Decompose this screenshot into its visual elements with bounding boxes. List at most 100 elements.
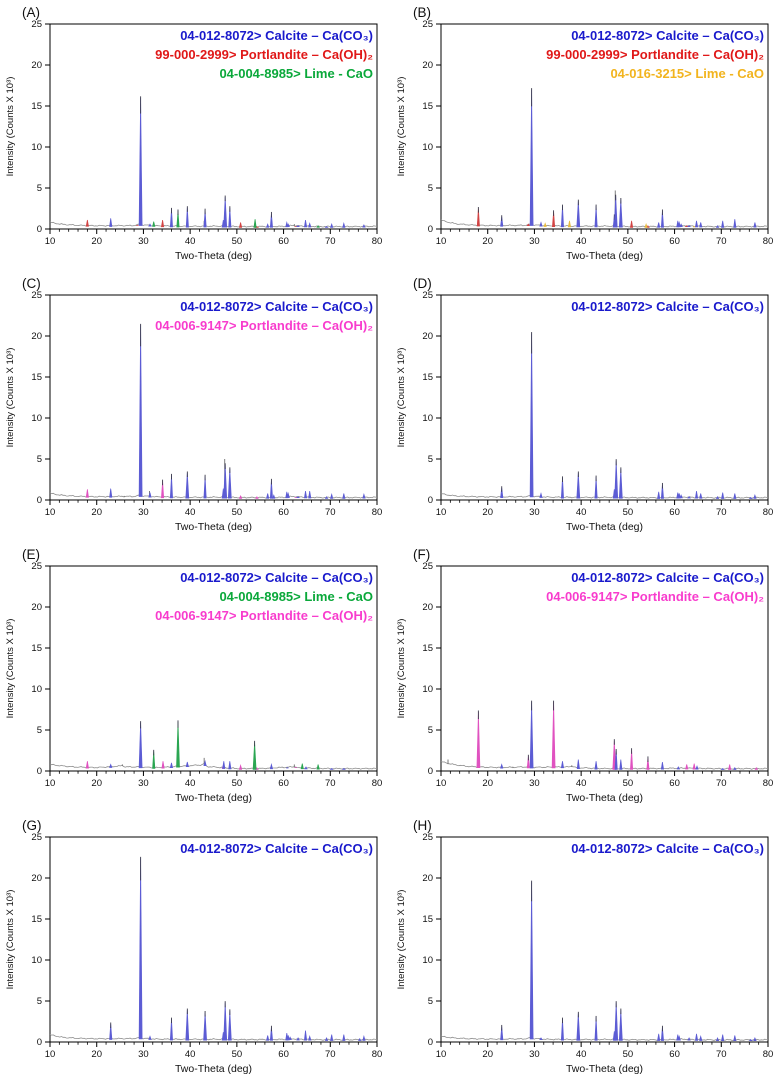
x-tick-label: 20: [482, 1049, 493, 1060]
y-tick-label: 15: [422, 372, 433, 383]
y-tick-label: 5: [37, 454, 42, 465]
peak: [109, 488, 113, 498]
legend-entry: 04-012-8072> Calcite – Ca(CO₃): [180, 299, 373, 314]
x-tick-label: 50: [623, 507, 634, 518]
y-tick-label: 25: [31, 561, 42, 572]
peak: [169, 1018, 173, 1041]
peak: [169, 475, 173, 499]
y-tick-label: 20: [422, 873, 433, 884]
peak: [185, 472, 190, 499]
peak: [308, 1035, 312, 1041]
peak: [253, 219, 257, 228]
x-tick-label: 20: [91, 236, 102, 247]
plot-border: [49, 836, 378, 1043]
x-tick-label: 20: [482, 507, 493, 518]
peak: [303, 219, 308, 228]
legend-entry: 04-012-8072> Calcite – Ca(CO₃): [571, 841, 764, 856]
peak: [203, 476, 207, 499]
peak: [252, 742, 257, 770]
peak: [169, 762, 174, 768]
xrd-chart: (E) 10 20 30 40 50 60 70 80 0 5 10 15 20 25 Two-Theta (…: [5, 547, 382, 804]
peak: [85, 219, 89, 227]
peak: [85, 761, 89, 769]
peak: [526, 223, 531, 226]
peak: [754, 767, 759, 770]
peak: [594, 761, 598, 770]
peak: [694, 220, 699, 228]
x-tick-label: 20: [91, 778, 102, 789]
peak-series-lime: [543, 220, 696, 228]
x-tick-label: 20: [482, 778, 493, 789]
peak: [85, 489, 89, 498]
y-tick-label: 0: [428, 224, 433, 235]
peak: [657, 1033, 661, 1041]
peak: [148, 492, 152, 498]
y-tick-label: 15: [422, 101, 433, 112]
peak: [529, 882, 534, 1040]
peak: [728, 764, 732, 770]
peak: [330, 1034, 334, 1041]
peak: [748, 1039, 753, 1041]
legend-entry: 04-012-8072> Calcite – Ca(CO₃): [571, 299, 764, 314]
legend-entry: 04-012-8072> Calcite – Ca(CO₃): [180, 570, 373, 585]
peak: [660, 761, 665, 770]
y-tick-label: 0: [37, 224, 42, 235]
peak-series-portlandite: [476, 700, 759, 770]
x-tick-label: 20: [91, 1049, 102, 1060]
x-tick-label: 60: [278, 1049, 289, 1060]
y-tick-label: 5: [428, 996, 433, 1007]
x-tick-label: 30: [529, 507, 540, 518]
y-tick-label: 20: [422, 602, 433, 613]
peak: [699, 222, 703, 228]
peak: [223, 464, 228, 499]
xrd-panel-f: (F) 10 20 30 40 50 60 70 80 0 5 10 15 20 25 Two-Theta (…: [391, 542, 783, 813]
peak: [255, 496, 259, 499]
peak: [303, 490, 308, 499]
peak-series-calcite: [500, 332, 757, 499]
peak: [324, 226, 329, 228]
plot-border: [49, 565, 378, 772]
x-tick-label: 70: [716, 507, 727, 518]
y-tick-label: 5: [37, 996, 42, 1007]
y-tick-label: 25: [422, 561, 433, 572]
peak: [330, 223, 334, 228]
peak: [629, 220, 634, 228]
x-tick-label: 60: [669, 507, 680, 518]
peak: [296, 1037, 300, 1041]
panel-label: (G): [22, 818, 42, 833]
legend-entry: 99-000-2999> Portlandite – Ca(OH)₂: [155, 47, 373, 62]
y-tick-label: 0: [37, 1037, 42, 1048]
legend-entry: 04-006-9147> Portlandite – Ca(OH)₂: [155, 608, 373, 623]
peak: [529, 702, 534, 769]
peak: [304, 1030, 308, 1041]
peak: [286, 492, 290, 499]
peak: [676, 766, 681, 770]
y-tick-label: 25: [31, 290, 42, 301]
y-axis-title: Intensity (Counts X 10³): [5, 619, 16, 719]
y-tick-label: 10: [31, 413, 42, 424]
peak: [614, 460, 619, 499]
y-axis-title: Intensity (Counts X 10³): [5, 348, 16, 448]
plot-border: [440, 836, 769, 1043]
y-tick-label: 15: [31, 372, 42, 383]
peak: [699, 493, 703, 499]
peak: [238, 495, 243, 499]
x-tick-label: 30: [138, 236, 149, 247]
y-tick-label: 10: [422, 142, 433, 153]
x-tick-label: 40: [576, 778, 587, 789]
x-tick-label: 10: [45, 236, 56, 247]
peak: [238, 222, 243, 228]
measured-trace: [440, 219, 769, 228]
peak: [160, 219, 165, 228]
peak: [500, 487, 504, 498]
legend-entry: 04-012-8072> Calcite – Ca(CO₃): [571, 28, 764, 43]
peak: [576, 1013, 581, 1041]
peak: [362, 493, 366, 499]
y-tick-label: 0: [428, 1037, 433, 1048]
peak: [657, 491, 661, 499]
x-axis-title: Two-Theta (deg): [175, 792, 252, 804]
x-tick-label: 30: [529, 236, 540, 247]
x-tick-label: 70: [325, 236, 336, 247]
peak: [594, 205, 598, 228]
